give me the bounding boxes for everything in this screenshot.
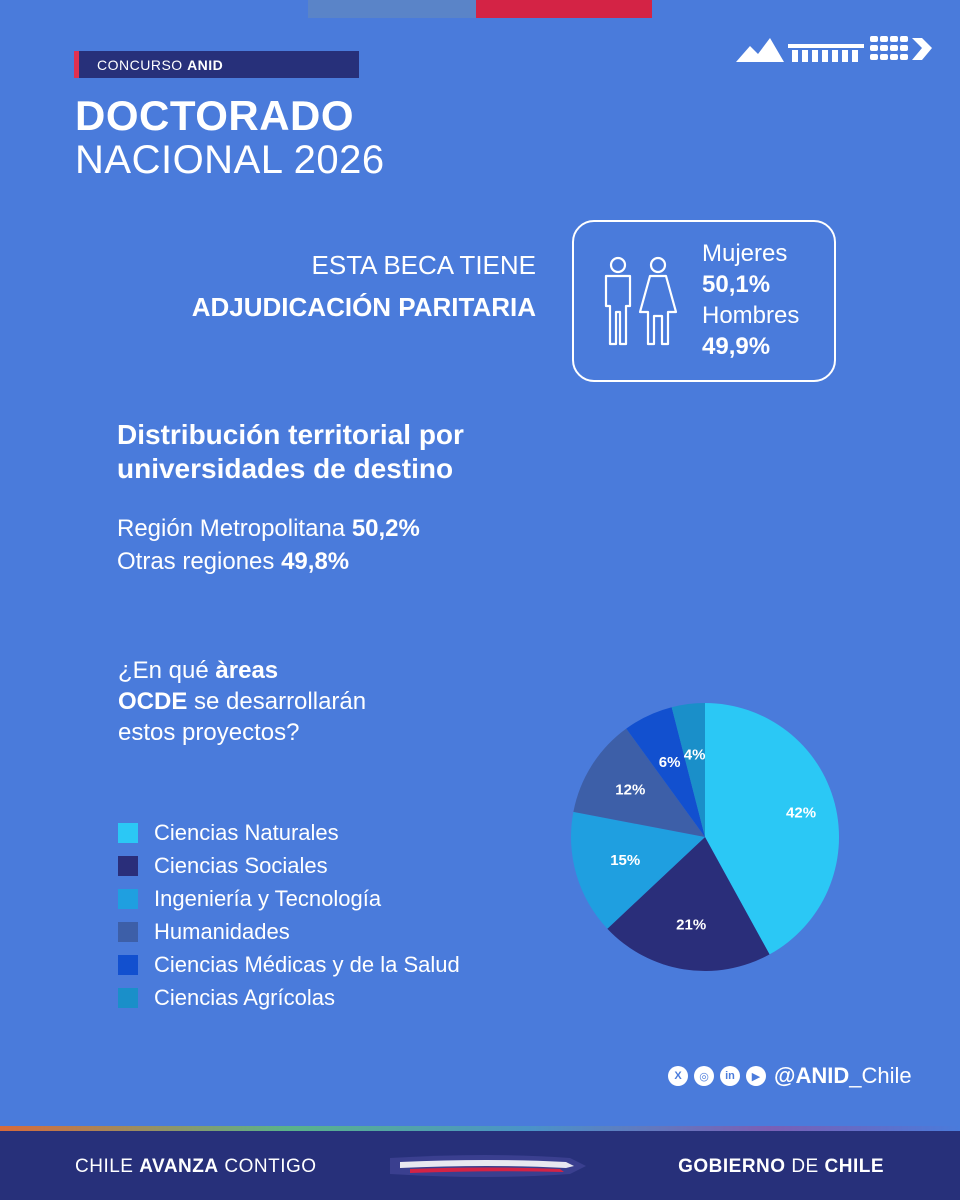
legend-swatch xyxy=(118,921,138,942)
legend-label: Ciencias Sociales xyxy=(154,852,328,878)
youtube-icon[interactable]: ▶ xyxy=(746,1066,766,1086)
page-title-line2: NACIONAL 2026 xyxy=(75,138,385,182)
top-strip-red xyxy=(476,0,652,18)
top-strip-blue xyxy=(308,0,476,18)
legend-swatch xyxy=(118,987,138,1008)
legend-item: Ciencias Agrícolas xyxy=(118,981,460,1014)
pie-label: 42% xyxy=(786,804,816,821)
legend-item: Ciencias Sociales xyxy=(118,849,460,882)
pie-label: 4% xyxy=(684,747,706,764)
linkedin-icon[interactable]: in xyxy=(720,1066,740,1086)
beca-line2: ADJUDICACIÓN PARITARIA xyxy=(191,292,536,322)
pie-label: 15% xyxy=(610,852,640,869)
contest-tag: CONCURSO ANID xyxy=(74,51,359,78)
pie-slice xyxy=(626,707,705,837)
ocde-question: ¿En qué àreas OCDE se desarrollarán esto… xyxy=(118,657,367,746)
chart-legend: Ciencias Naturales Ciencias Sociales Ingen… xyxy=(118,816,460,1014)
pie-slice xyxy=(671,703,705,837)
pie-slice xyxy=(573,728,705,837)
region-metropolitana: Región Metropolitana 50,2% xyxy=(117,515,420,542)
legend-item: Ingeniería y Tecnología xyxy=(118,882,460,915)
legend-swatch xyxy=(118,822,138,843)
legend-swatch xyxy=(118,954,138,975)
legend-item: Ciencias Médicas y de la Salud xyxy=(118,948,460,981)
distribution-title: Distribución territorial por universidad… xyxy=(117,419,464,484)
pie-label: 6% xyxy=(659,754,681,771)
legend-item: Humanidades xyxy=(118,915,460,948)
pie-slice xyxy=(571,811,705,929)
pie-slice xyxy=(705,703,839,955)
social-bar: X ◎ in ▶ @ANID_Chile xyxy=(668,1063,912,1088)
legend-item: Ciencias Naturales xyxy=(118,816,460,849)
footer-government: GOBIERNO DE CHILE xyxy=(678,1156,884,1177)
men-value: 49,9% xyxy=(702,333,771,360)
tag-accent-bar xyxy=(74,51,79,78)
women-value: 50,1% xyxy=(702,271,771,298)
legend-label: Ciencias Agrícolas xyxy=(154,984,335,1010)
flag-swoosh-icon xyxy=(390,1155,586,1177)
man-woman-icon xyxy=(604,256,678,346)
region-otras: Otras regiones 49,8% xyxy=(117,548,350,575)
ocde-pie-chart: 42% 21% 15% 12% 6% 4% xyxy=(571,703,839,971)
gender-box xyxy=(572,220,836,382)
legend-label: Ciencias Médicas y de la Salud xyxy=(154,951,460,977)
legend-label: Ingeniería y Tecnología xyxy=(154,885,382,911)
legend-swatch xyxy=(118,855,138,876)
men-label: Hombres xyxy=(702,302,800,329)
anid-logo-icon xyxy=(736,36,932,62)
beca-line1: ESTA BECA TIENE xyxy=(311,250,536,280)
social-handle[interactable]: @ANID_Chile xyxy=(774,1063,912,1088)
legend-label: Humanidades xyxy=(154,918,290,944)
pie-label: 21% xyxy=(676,916,706,933)
page-title-line1: DOCTORADO xyxy=(75,92,355,139)
pie-slice xyxy=(607,837,770,971)
women-label: Mujeres xyxy=(702,240,788,267)
footer-slogan: CHILE AVANZA CONTIGO xyxy=(75,1156,317,1177)
pie-label: 12% xyxy=(615,782,645,799)
tag-text: CONCURSO ANID xyxy=(97,56,224,73)
x-icon[interactable]: X xyxy=(668,1066,688,1086)
legend-label: Ciencias Naturales xyxy=(154,819,339,845)
instagram-icon[interactable]: ◎ xyxy=(694,1066,714,1086)
footer-color-strip xyxy=(0,1126,960,1131)
legend-swatch xyxy=(118,888,138,909)
